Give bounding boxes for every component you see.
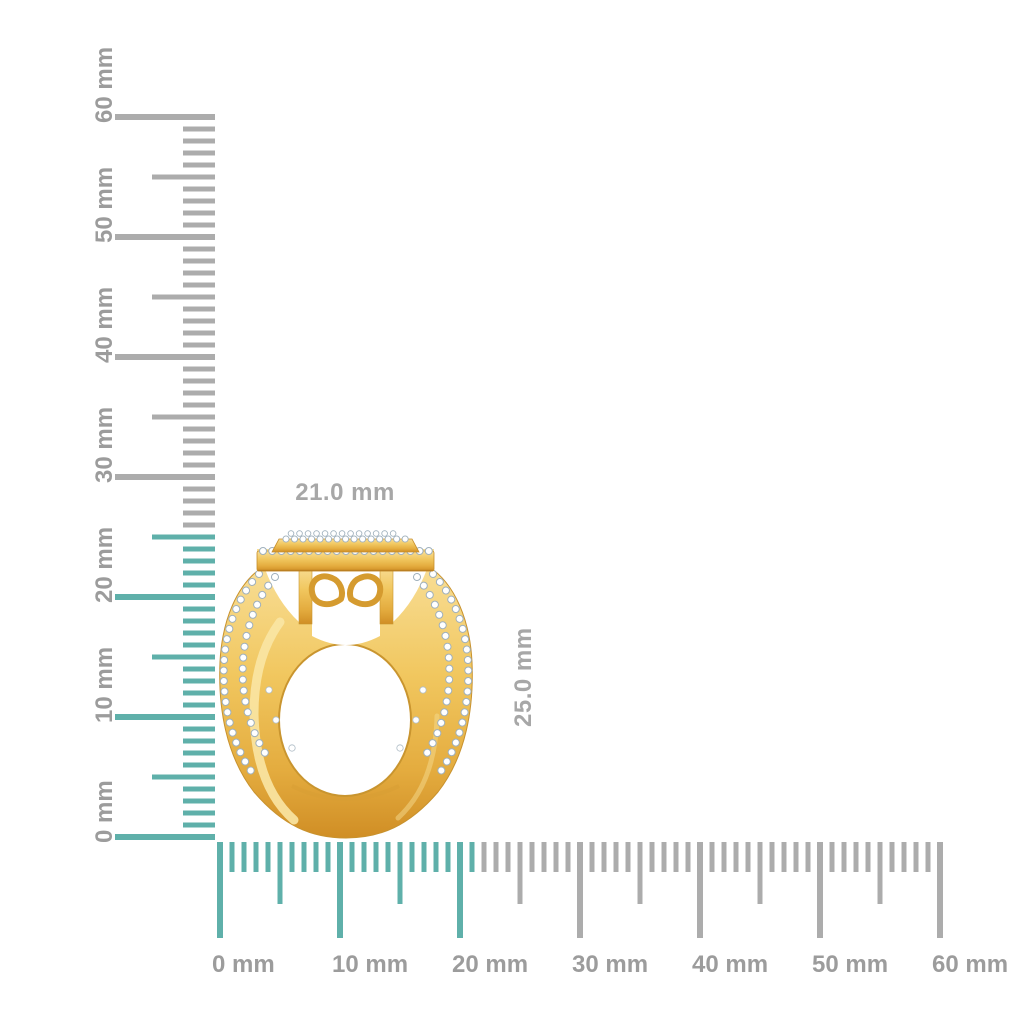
vertical-ruler: 0 mm 10 mm 20 mm 30 mm 40 mm 50 mm 60 mm [91, 47, 215, 843]
width-dimension-label: 21.0 mm [295, 479, 395, 506]
ruler-label: 30 mm [91, 407, 118, 483]
ruler-label: 60 mm [91, 47, 118, 123]
ruler-label: 60 mm [932, 951, 1008, 978]
gallery-opening-left [265, 569, 299, 622]
gallery-opening-right [393, 569, 427, 622]
butterfly-wing-right [350, 576, 380, 604]
butterfly-wing-left [312, 576, 342, 604]
band-inner-shade [291, 784, 400, 801]
band-highlight-left [249, 617, 299, 825]
ruler-label: 40 mm [91, 287, 118, 363]
ring-inner-hole [279, 644, 411, 796]
ruler-label: 40 mm [692, 951, 768, 978]
ruler-label: 0 mm [91, 780, 118, 843]
ruler-label: 10 mm [91, 647, 118, 723]
ruler-label: 0 mm [212, 951, 275, 978]
ruler-label: 20 mm [91, 527, 118, 603]
horizontal-ruler: 0 mm 10 mm 20 mm 30 mm 40 mm 50 mm 60 mm [212, 842, 1008, 978]
ruler-label: 30 mm [572, 951, 648, 978]
ruler-label: 50 mm [91, 167, 118, 243]
ruler-label: 50 mm [812, 951, 888, 978]
ring-photo [219, 530, 473, 839]
height-dimension-label: 25.0 mm [510, 627, 537, 727]
ruler-label: 10 mm [332, 951, 408, 978]
ruler-label: 20 mm [452, 951, 528, 978]
